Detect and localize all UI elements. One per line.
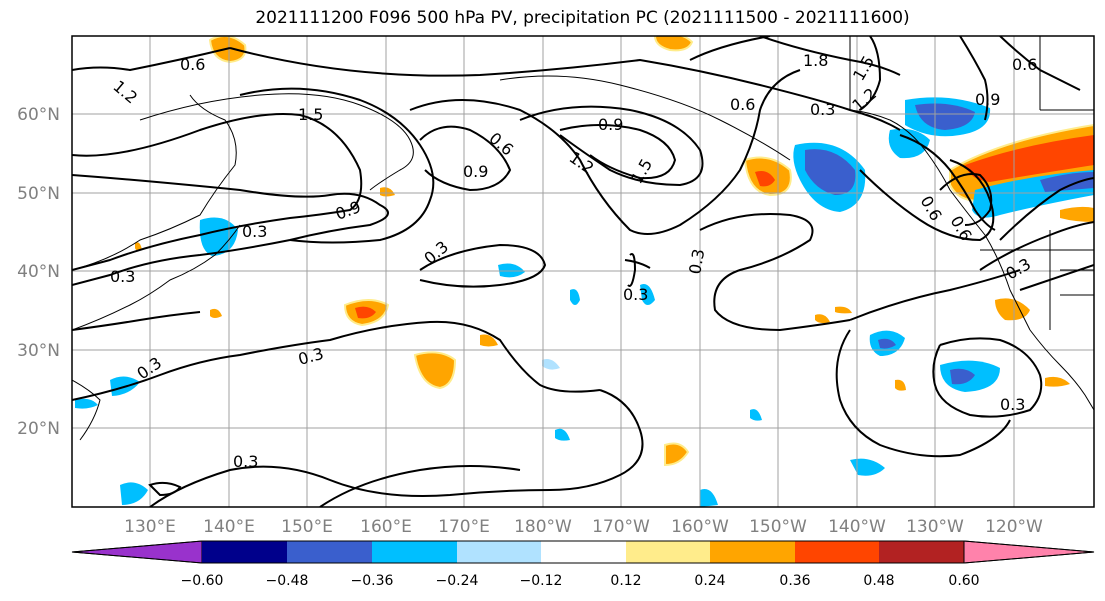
contour-label: 0.9 <box>975 90 1000 109</box>
lon-label: 160°W <box>671 517 729 537</box>
contour-label: 0.9 <box>598 115 623 134</box>
colorbar-tick: 0.60 <box>948 573 979 589</box>
colorbar-segment <box>879 541 964 563</box>
contour-label: 0.3 <box>810 100 835 119</box>
colorbar-segment <box>202 541 287 563</box>
contour-label: 0.3 <box>110 267 135 286</box>
contour-label-0.3-south: 0.3 <box>233 452 258 471</box>
contour-label: 1.5 <box>298 105 323 124</box>
lon-label: 130°E <box>124 517 176 537</box>
colorbar-segment <box>710 541 795 563</box>
colorbar-tick: −0.36 <box>351 573 394 589</box>
map-frame <box>71 35 1095 508</box>
colorbar-tick: −0.48 <box>266 573 309 589</box>
colorbar-segment <box>626 541 710 563</box>
colorbar-segment <box>795 541 879 563</box>
longitude-labels: 130°E 140°E 150°E 160°E 170°E 180°W 170°… <box>124 517 1043 537</box>
colorbar-segment <box>541 541 626 563</box>
lat-label: 20°N <box>17 419 60 439</box>
colorbar-tick: −0.24 <box>436 573 479 589</box>
lon-label: 150°E <box>281 517 333 537</box>
colorbar-right-extension <box>963 540 1095 564</box>
contour-label: 0.6 <box>730 95 755 114</box>
colorbar-tick: 0.36 <box>779 573 810 589</box>
pv-contours <box>72 36 1094 507</box>
colorbar-tick: 0.12 <box>610 573 641 589</box>
lon-label: 180°W <box>514 517 572 537</box>
contour-label: 0.3 <box>623 285 648 304</box>
latitude-labels: 60°N 50°N 40°N 30°N 20°N <box>17 105 60 439</box>
lon-label: 140°E <box>203 517 255 537</box>
chart-title: 2021111200 F096 500 hPa PV, precipitatio… <box>255 8 910 28</box>
colorbar-segment <box>457 541 541 563</box>
contour-label: 0.6 <box>180 55 205 74</box>
colorbar-segment <box>372 541 457 563</box>
graticule <box>72 36 1094 507</box>
contour-label: 0.3 <box>242 222 267 241</box>
lat-label: 50°N <box>17 184 60 204</box>
colorbar-tick: −0.12 <box>520 573 563 589</box>
coastlines <box>72 36 1094 441</box>
lat-label: 60°N <box>17 105 60 125</box>
lon-label: 130°W <box>906 517 964 537</box>
lon-label: 150°W <box>749 517 807 537</box>
lat-label: 40°N <box>17 262 60 282</box>
contour-label: 0.6 <box>1012 55 1037 74</box>
lon-label: 170°E <box>438 517 490 537</box>
colorbar-left-extension <box>71 540 203 564</box>
lon-label: 140°W <box>828 517 886 537</box>
contour-label-0.3-east: 0.3 <box>1000 395 1025 414</box>
colorbar-tick: −0.60 <box>181 573 224 589</box>
colorbar-tick: 0.48 <box>863 573 894 589</box>
colorbar-tick: 0.24 <box>694 573 725 589</box>
contour-label: 1.8 <box>803 51 828 70</box>
contour-label: 0.9 <box>463 162 488 181</box>
lat-label: 30°N <box>17 341 60 361</box>
lon-label: 170°W <box>592 517 650 537</box>
contour-label: 0.3 <box>685 247 708 275</box>
colorbar-segment <box>287 541 372 563</box>
colorbar: −0.60 −0.48 −0.36 −0.24 −0.12 0.12 0.24 … <box>71 540 1095 589</box>
lon-label: 160°E <box>360 517 412 537</box>
lon-label: 120°W <box>985 517 1043 537</box>
